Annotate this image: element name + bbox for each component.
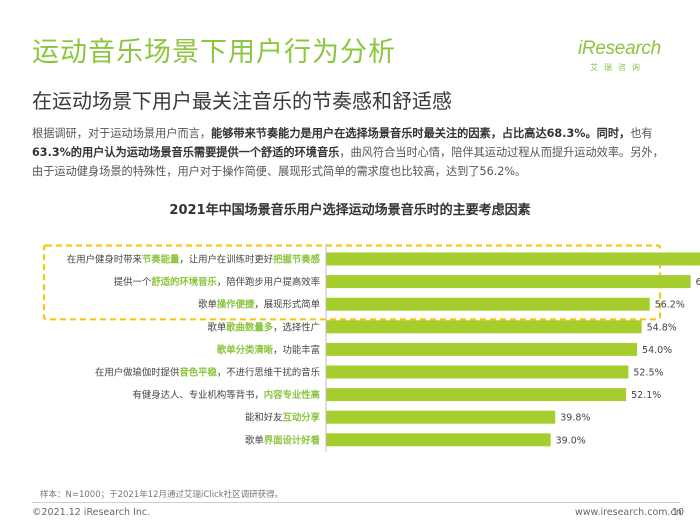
- bar-chart: 68.3%在用户健身时带来节奏能量，让用户在训练时更好把握节奏感63.3%提供一…: [42, 244, 700, 452]
- bar: [326, 365, 629, 379]
- value-label: 39.8%: [560, 413, 590, 424]
- value-label: 63.3%: [696, 277, 700, 288]
- value-label: 52.1%: [631, 390, 661, 401]
- category-label: 歌单操作便捷，展现形式简单: [198, 299, 320, 311]
- category-label: 提供一个舒适的环境音乐，陪伴跑步用户提高效率: [114, 276, 320, 288]
- value-label: 39.0%: [556, 435, 586, 446]
- para-text-2: 也有: [630, 127, 653, 140]
- footer-divider: [32, 502, 680, 503]
- page-subtitle: 在运动场景下用户最关注音乐的节奏感和舒适感: [32, 89, 452, 113]
- bar: [326, 320, 642, 334]
- value-label: 54.0%: [642, 345, 672, 356]
- category-label: 歌单分类清晰，功能丰富: [217, 344, 320, 356]
- para-text-1: 根据调研，对于运动场景用户而言，: [32, 127, 212, 140]
- para-bold-1: 能够带来节奏能力是用户在选择场景音乐时最关注的因素，占比高达68.3%。同时，: [211, 127, 631, 140]
- chart-title: 2021年中国场景音乐用户选择运动场景音乐时的主要考虑因素: [169, 203, 531, 218]
- category-label: 歌单歌曲数量多，选择性广: [207, 321, 320, 333]
- para-text-3: ，曲风符合当时心情，陪伴其运动过程从而提升运动效率。另外，由于运动健身场景的特殊…: [32, 146, 664, 178]
- logo-subtext: 艾瑞咨询: [590, 63, 646, 72]
- category-label: 歌单界面设计好看: [245, 434, 321, 446]
- para-bold-2: 63.3%的用户认为运动场景音乐需要提供一个舒适的环境音乐: [32, 146, 340, 159]
- bar: [326, 297, 650, 311]
- iresearch-logo: iResearch 艾瑞咨询: [578, 38, 668, 78]
- bar: [326, 388, 627, 402]
- value-label: 54.8%: [647, 322, 677, 333]
- page-number: 10: [672, 507, 685, 518]
- page-title: 运动音乐场景下用户行为分析: [32, 37, 396, 68]
- copyright: ©2021.12 iResearch Inc.: [32, 507, 151, 518]
- summary-paragraph: 根据调研，对于运动场景用户而言，能够带来节奏能力是用户在选择场景音乐时最关注的因…: [32, 124, 672, 181]
- bar: [326, 433, 551, 447]
- category-label: 在用户健身时带来节奏能量，让用户在训练时更好把握节奏感: [67, 254, 321, 266]
- website-link[interactable]: www.iresearch.com.cn: [575, 507, 682, 518]
- highlight-box: [42, 244, 662, 321]
- bar: [326, 410, 556, 424]
- category-label: 有健身达人、专业机构等背书，内容专业性高: [132, 389, 320, 401]
- logo-text: iResearch: [578, 38, 661, 59]
- value-label: 56.2%: [655, 300, 685, 311]
- category-label: 能和好友互动分享: [245, 412, 321, 424]
- category-label: 在用户做瑜伽时提供音色平稳，不进行思维干扰的音乐: [95, 367, 320, 379]
- bar: [326, 252, 700, 266]
- bar: [326, 275, 691, 289]
- bar: [326, 342, 638, 356]
- value-label: 52.5%: [633, 368, 663, 379]
- sample-footnote: 样本：N=1000；于2021年12月通过艾瑞iClick社区调研获得。: [40, 490, 284, 500]
